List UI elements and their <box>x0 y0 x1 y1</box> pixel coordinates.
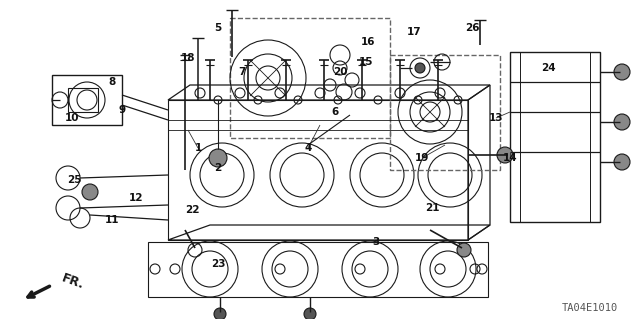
Circle shape <box>614 64 630 80</box>
Text: 15: 15 <box>359 57 373 67</box>
Text: 17: 17 <box>406 27 421 37</box>
Text: 1: 1 <box>195 143 202 153</box>
Circle shape <box>304 308 316 319</box>
Bar <box>52 75 122 125</box>
Text: 13: 13 <box>489 113 503 123</box>
Text: 21: 21 <box>425 203 439 213</box>
Circle shape <box>497 147 513 163</box>
Circle shape <box>82 184 98 200</box>
Text: 19: 19 <box>415 153 429 163</box>
Bar <box>168 100 468 240</box>
Circle shape <box>614 154 630 170</box>
Text: 16: 16 <box>361 37 375 47</box>
Text: 26: 26 <box>465 23 479 33</box>
Text: 23: 23 <box>211 259 225 269</box>
Text: 8: 8 <box>108 77 116 87</box>
Bar <box>148 242 488 297</box>
Text: 10: 10 <box>65 113 79 123</box>
Text: 25: 25 <box>67 175 81 185</box>
Bar <box>390 55 500 170</box>
Text: 9: 9 <box>118 105 125 115</box>
Text: 14: 14 <box>502 153 517 163</box>
Circle shape <box>214 308 226 319</box>
Bar <box>230 18 390 138</box>
Text: TA04E1010: TA04E1010 <box>562 303 618 313</box>
Text: 11: 11 <box>105 215 119 225</box>
Circle shape <box>209 149 227 167</box>
Text: 18: 18 <box>180 53 195 63</box>
Text: 2: 2 <box>214 163 221 173</box>
Text: 5: 5 <box>214 23 221 33</box>
Text: 7: 7 <box>238 67 246 77</box>
Text: FR.: FR. <box>60 272 86 292</box>
Text: 6: 6 <box>332 107 339 117</box>
Circle shape <box>415 63 425 73</box>
Bar <box>68 88 98 112</box>
Text: 20: 20 <box>333 67 348 77</box>
Text: 3: 3 <box>372 237 380 247</box>
Circle shape <box>614 114 630 130</box>
Text: 12: 12 <box>129 193 143 203</box>
Circle shape <box>457 243 471 257</box>
Text: 4: 4 <box>304 143 312 153</box>
Text: 22: 22 <box>185 205 199 215</box>
Bar <box>510 52 600 222</box>
Text: 24: 24 <box>541 63 556 73</box>
